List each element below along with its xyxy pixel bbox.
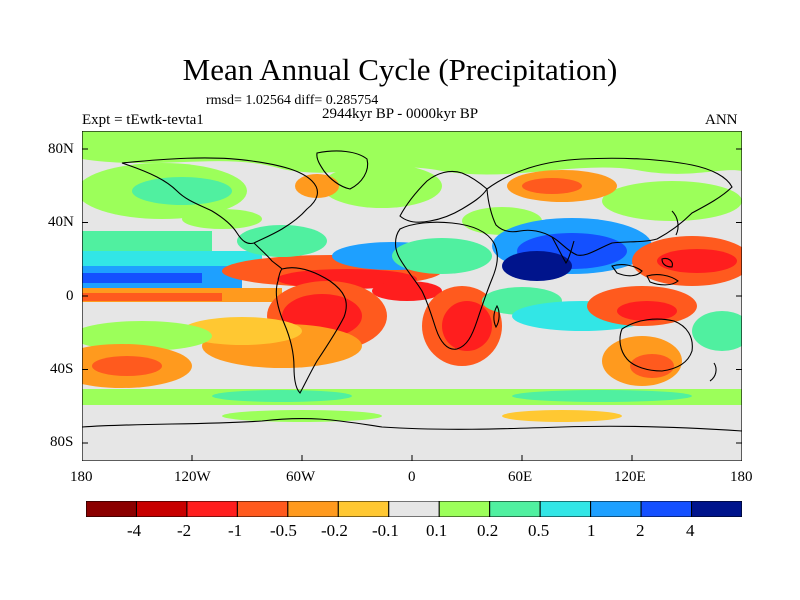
colorbar-label: -2 xyxy=(177,521,192,540)
colorbar xyxy=(86,501,742,517)
plot-title: Mean Annual Cycle (Precipitation) xyxy=(182,52,618,87)
lat-label-40s: 40S xyxy=(50,361,74,377)
colorbar-box xyxy=(287,501,339,517)
lat-label-0: 0 xyxy=(66,288,74,304)
colorbar-box xyxy=(135,501,188,517)
colorbar-label: 4 xyxy=(686,521,695,540)
lat-label-80n: 80N xyxy=(48,141,74,157)
colorbar-label: 0.5 xyxy=(528,521,550,540)
colorbar-box xyxy=(489,501,541,517)
lon-label-180e: 180 xyxy=(730,469,753,485)
colorbar-label: -0.2 xyxy=(321,521,348,540)
colorbar-label: -4 xyxy=(127,521,142,540)
lon-label-0: 0 xyxy=(408,469,416,485)
colorbar-box xyxy=(590,501,642,517)
period-label: 2944kyr BP - 0000kyr BP xyxy=(322,106,479,122)
colorbar-box xyxy=(388,501,440,517)
colorbar-label: 0.2 xyxy=(477,521,499,540)
colorbar-box xyxy=(337,501,390,517)
colorbar-label: -1 xyxy=(228,521,243,540)
lon-label-60e: 60E xyxy=(508,469,533,485)
colorbar-label: -0.5 xyxy=(270,521,297,540)
colorbar-box xyxy=(186,501,238,517)
lon-label-120e: 120E xyxy=(614,469,646,485)
colorbar-box xyxy=(438,501,491,517)
coastlines xyxy=(82,150,742,432)
colorbar-label: 1 xyxy=(587,521,596,540)
experiment-label: Expt = tEwtk-tevta1 xyxy=(82,112,204,128)
stats-line: rmsd= 1.02564 diff= 0.285754 xyxy=(206,93,379,108)
precip-field xyxy=(82,131,742,461)
colorbar-box xyxy=(236,501,289,517)
lon-label-60w: 60W xyxy=(286,469,316,485)
colorbar-label: 2 xyxy=(636,521,645,540)
colorbar-box xyxy=(691,501,742,517)
precipitation-map xyxy=(82,131,742,461)
colorbar-box xyxy=(640,501,693,517)
lat-label-80s: 80S xyxy=(50,434,74,450)
lon-label-120w: 120W xyxy=(174,469,211,485)
colorbar-box xyxy=(86,501,137,517)
lat-label-40n: 40N xyxy=(48,214,74,230)
colorbar-label: 0.1 xyxy=(426,521,448,540)
season-label: ANN xyxy=(705,112,738,128)
colorbar-box xyxy=(539,501,592,517)
lon-label-180w: 180 xyxy=(70,469,93,485)
colorbar-label: -0.1 xyxy=(372,521,399,540)
